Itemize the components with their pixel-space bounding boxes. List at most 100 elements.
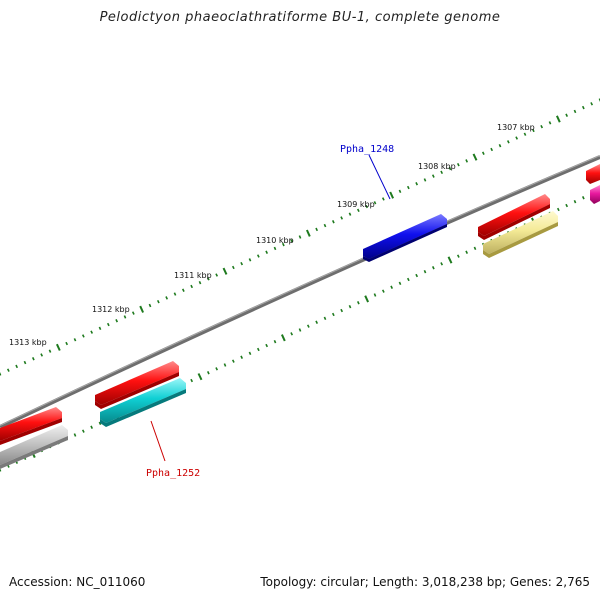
minor-tick xyxy=(290,239,294,243)
minor-tick xyxy=(231,265,235,270)
minor-tick xyxy=(15,364,19,369)
minor-tick xyxy=(65,341,69,346)
tick-label-1313: 1313 kbp xyxy=(9,338,47,347)
gene-feature-magenta-edge[interactable] xyxy=(590,185,600,204)
gene-feature-red-left[interactable] xyxy=(0,407,62,445)
minor-tick xyxy=(298,235,302,239)
minor-tick xyxy=(73,338,77,342)
minor-tick xyxy=(290,332,294,336)
minor-tick xyxy=(365,204,369,209)
minor-tick xyxy=(423,269,427,274)
map-title: Pelodictyon phaeoclathratiforme BU-1, co… xyxy=(99,10,501,25)
minor-tick xyxy=(481,151,485,155)
minor-tick xyxy=(106,322,110,327)
minor-tick xyxy=(515,136,519,140)
minor-tick xyxy=(315,320,319,324)
gene-feature-red-mid[interactable] xyxy=(95,361,179,409)
major-tick xyxy=(305,229,311,237)
major-tick xyxy=(55,343,61,351)
minor-tick xyxy=(415,182,419,186)
minor-tick xyxy=(6,368,10,372)
minor-tick xyxy=(565,113,569,117)
minor-tick xyxy=(198,280,202,285)
minor-tick xyxy=(231,359,235,363)
minor-tick xyxy=(498,143,502,148)
minor-tick xyxy=(406,277,410,282)
major-tick xyxy=(555,115,561,123)
minor-tick xyxy=(465,159,469,163)
minor-tick xyxy=(348,212,352,216)
minor-tick xyxy=(523,132,527,136)
tick-label-1312: 1312 kbp xyxy=(92,305,130,314)
label-line-ppha-1248 xyxy=(368,154,391,200)
inner-tick-track xyxy=(0,188,600,472)
minor-tick xyxy=(381,197,385,201)
minor-tick xyxy=(573,199,577,204)
minor-tick xyxy=(73,433,77,437)
minor-tick xyxy=(123,315,127,319)
tick-label-1311: 1311 kbp xyxy=(174,271,212,280)
major-tick xyxy=(280,334,286,342)
minor-tick xyxy=(440,170,444,175)
gene-label-ppha-1248: Ppha_1248 xyxy=(340,144,394,155)
minor-tick xyxy=(573,109,577,114)
gene-feature-red-edge[interactable] xyxy=(586,164,600,184)
minor-tick xyxy=(265,250,269,254)
minor-tick xyxy=(256,347,260,352)
minor-tick xyxy=(131,311,135,315)
major-tick xyxy=(364,295,370,303)
minor-tick xyxy=(398,189,402,194)
gene-feature-gray-left[interactable] xyxy=(0,425,68,469)
minor-tick xyxy=(348,304,352,309)
minor-tick xyxy=(356,301,360,305)
minor-tick xyxy=(456,254,460,258)
minor-tick xyxy=(215,367,219,371)
minor-tick xyxy=(40,353,44,357)
minor-tick xyxy=(590,102,594,106)
minor-tick xyxy=(206,371,210,375)
minor-tick xyxy=(356,208,360,213)
outer-tick-track xyxy=(0,98,600,376)
minor-tick xyxy=(331,312,335,317)
minor-tick xyxy=(156,299,160,304)
gene-feature-ppha-1248[interactable] xyxy=(363,214,447,262)
gene-label-ppha-1252: Ppha_1252 xyxy=(146,468,200,479)
minor-tick xyxy=(465,250,469,254)
minor-tick xyxy=(473,246,477,251)
minor-tick xyxy=(256,254,260,258)
genome-summary-text: Topology: circular; Length: 3,018,238 bp… xyxy=(260,575,590,589)
minor-tick xyxy=(81,334,85,338)
tick-label-1307: 1307 kbp xyxy=(497,123,535,132)
minor-tick xyxy=(381,289,385,293)
tick-label-1308: 1308 kbp xyxy=(418,162,456,171)
minor-tick xyxy=(48,349,52,353)
gene-feature-ppha-1252[interactable] xyxy=(100,378,186,427)
minor-tick xyxy=(423,178,427,182)
minor-tick xyxy=(581,196,585,200)
minor-tick xyxy=(556,207,560,212)
minor-tick xyxy=(431,266,435,270)
minor-tick xyxy=(306,324,310,328)
minor-tick xyxy=(331,220,335,224)
minor-tick xyxy=(90,425,94,429)
minor-tick xyxy=(90,330,94,334)
minor-tick xyxy=(240,261,244,266)
minor-tick xyxy=(323,223,327,228)
minor-tick xyxy=(323,316,327,321)
minor-tick xyxy=(415,273,419,278)
minor-tick xyxy=(390,285,394,289)
gene-feature-red-right[interactable] xyxy=(478,194,550,240)
minor-tick xyxy=(565,203,569,208)
minor-tick xyxy=(340,308,344,313)
minor-tick xyxy=(448,166,452,171)
minor-tick xyxy=(173,292,177,296)
major-tick xyxy=(139,305,145,313)
minor-tick xyxy=(398,281,402,286)
minor-tick xyxy=(490,147,494,152)
minor-tick xyxy=(181,288,185,292)
minor-tick xyxy=(215,273,219,277)
minor-tick xyxy=(190,378,194,383)
gene-feature-yellow-right[interactable] xyxy=(483,211,558,258)
minor-tick xyxy=(165,296,169,300)
